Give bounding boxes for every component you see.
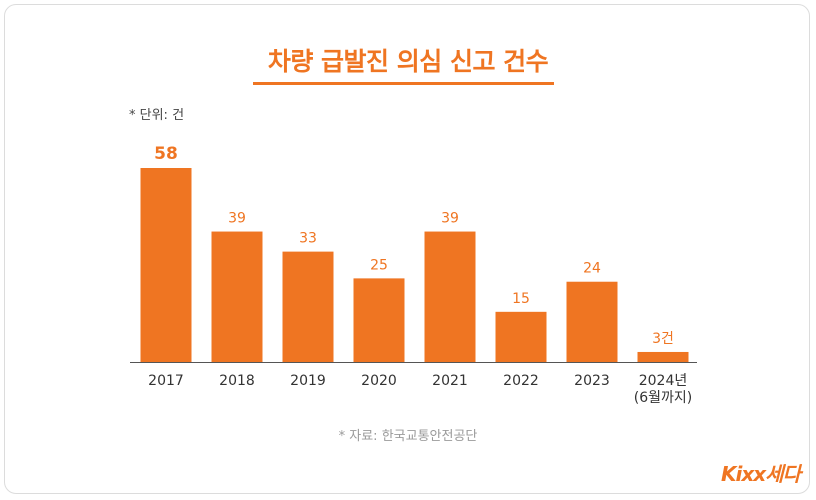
tick-label-1: 2018 <box>219 373 255 389</box>
bar-5 <box>495 311 547 362</box>
tick-label-5: 2022 <box>503 373 539 389</box>
value-label-4: 39 <box>441 211 459 227</box>
bar-1 <box>211 231 263 362</box>
bar-0 <box>140 168 192 362</box>
tick-label-6: 2023 <box>574 373 610 389</box>
bar-4 <box>424 231 476 362</box>
value-label-0: 58 <box>154 144 178 164</box>
tick-label-4: 2021 <box>432 373 468 389</box>
value-label-3: 25 <box>370 257 388 273</box>
chart-title: 차량 급발진 의심 신고 건수 <box>267 47 549 76</box>
bars-group <box>140 168 689 362</box>
tick-label-3: 2020 <box>361 373 397 389</box>
bar-3 <box>353 278 405 362</box>
value-label-5: 15 <box>512 291 530 307</box>
brand-logo: Kixx세다 <box>721 462 801 486</box>
tick-label-7-line-0: 2024년 <box>639 373 688 389</box>
unit-note: * 단위: 건 <box>129 108 185 123</box>
source-note: * 자료: 한국교통안전공단 <box>338 429 478 444</box>
value-labels-group: 58 39 33 25 39 15 24 3건 <box>154 144 674 347</box>
value-label-1: 39 <box>228 211 246 227</box>
tick-label-7-line-1: (6월까지) <box>634 390 692 406</box>
bar-2 <box>282 251 334 362</box>
bar-7 <box>637 351 689 362</box>
chart-card <box>4 4 810 494</box>
bar-6 <box>566 281 618 362</box>
tick-labels-group: 2017 2018 2019 2020 2021 2022 2023 2024년(6월까지) <box>148 373 692 406</box>
tick-label-2: 2019 <box>290 373 326 389</box>
title-underline <box>253 82 554 85</box>
tick-label-0: 2017 <box>148 373 184 389</box>
value-label-6: 24 <box>583 261 601 277</box>
value-label-2: 33 <box>299 231 317 247</box>
value-label-7: 3건 <box>652 331 674 347</box>
